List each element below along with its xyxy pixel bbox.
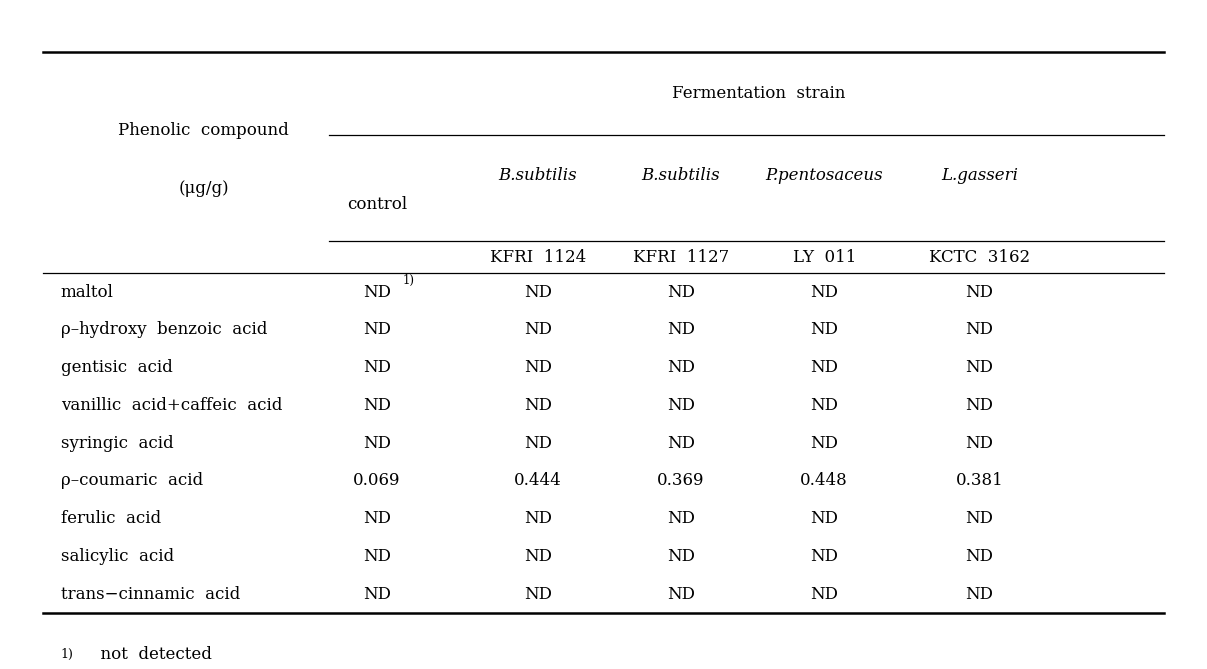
Text: ND: ND xyxy=(524,548,552,565)
Text: P.pentosaceus: P.pentosaceus xyxy=(765,167,884,184)
Text: KFRI  1127: KFRI 1127 xyxy=(632,249,729,266)
Text: ND: ND xyxy=(667,359,695,376)
Text: syringic  acid: syringic acid xyxy=(60,435,174,452)
Text: ND: ND xyxy=(966,435,993,452)
Text: ND: ND xyxy=(363,321,391,339)
Text: ND: ND xyxy=(810,435,838,452)
Text: 1): 1) xyxy=(60,648,74,662)
Text: B.subtilis: B.subtilis xyxy=(498,167,577,184)
Text: Fermentation  strain: Fermentation strain xyxy=(672,85,845,102)
Text: ND: ND xyxy=(810,510,838,527)
Text: (μg/g): (μg/g) xyxy=(179,180,229,197)
Text: ND: ND xyxy=(363,284,391,300)
Text: KCTC  3162: KCTC 3162 xyxy=(928,249,1030,266)
Text: ND: ND xyxy=(810,359,838,376)
Text: B.subtilis: B.subtilis xyxy=(642,167,721,184)
Text: ND: ND xyxy=(966,359,993,376)
Text: ND: ND xyxy=(810,586,838,603)
Text: 1): 1) xyxy=(403,274,415,287)
Text: 0.069: 0.069 xyxy=(354,472,401,490)
Text: maltol: maltol xyxy=(60,284,113,300)
Text: ND: ND xyxy=(363,397,391,414)
Text: trans−cinnamic  acid: trans−cinnamic acid xyxy=(60,586,240,603)
Text: ND: ND xyxy=(363,586,391,603)
Text: ND: ND xyxy=(363,359,391,376)
Text: control: control xyxy=(346,196,407,213)
Text: ND: ND xyxy=(363,548,391,565)
Text: ND: ND xyxy=(810,397,838,414)
Text: ND: ND xyxy=(524,321,552,339)
Text: ND: ND xyxy=(667,510,695,527)
Text: gentisic  acid: gentisic acid xyxy=(60,359,173,376)
Text: ND: ND xyxy=(524,359,552,376)
Text: ND: ND xyxy=(810,548,838,565)
Text: ρ–coumaric  acid: ρ–coumaric acid xyxy=(60,472,203,490)
Text: ND: ND xyxy=(667,586,695,603)
Text: ND: ND xyxy=(966,284,993,300)
Text: ND: ND xyxy=(524,510,552,527)
Text: ferulic  acid: ferulic acid xyxy=(60,510,161,527)
Text: KFRI  1124: KFRI 1124 xyxy=(490,249,587,266)
Text: ND: ND xyxy=(810,321,838,339)
Text: ND: ND xyxy=(524,284,552,300)
Text: Phenolic  compound: Phenolic compound xyxy=(118,122,290,139)
Text: ND: ND xyxy=(966,548,993,565)
Text: ρ–hydroxy  benzoic  acid: ρ–hydroxy benzoic acid xyxy=(60,321,267,339)
Text: LY  011: LY 011 xyxy=(793,249,856,266)
Text: ND: ND xyxy=(966,586,993,603)
Text: ND: ND xyxy=(667,435,695,452)
Text: ND: ND xyxy=(667,284,695,300)
Text: ND: ND xyxy=(363,435,391,452)
Text: ND: ND xyxy=(966,510,993,527)
Text: not  detected: not detected xyxy=(91,646,212,664)
Text: ND: ND xyxy=(363,510,391,527)
Text: ND: ND xyxy=(667,321,695,339)
Text: ND: ND xyxy=(524,435,552,452)
Text: ND: ND xyxy=(810,284,838,300)
Text: vanillic  acid+caffeic  acid: vanillic acid+caffeic acid xyxy=(60,397,282,414)
Text: 0.369: 0.369 xyxy=(658,472,705,490)
Text: ND: ND xyxy=(966,321,993,339)
Text: ND: ND xyxy=(524,397,552,414)
Text: ND: ND xyxy=(667,548,695,565)
Text: salicylic  acid: salicylic acid xyxy=(60,548,174,565)
Text: L.gasseri: L.gasseri xyxy=(940,167,1018,184)
Text: 0.444: 0.444 xyxy=(514,472,561,490)
Text: 0.381: 0.381 xyxy=(956,472,1003,490)
Text: ND: ND xyxy=(524,586,552,603)
Text: ND: ND xyxy=(667,397,695,414)
Text: 0.448: 0.448 xyxy=(800,472,849,490)
Text: ND: ND xyxy=(966,397,993,414)
